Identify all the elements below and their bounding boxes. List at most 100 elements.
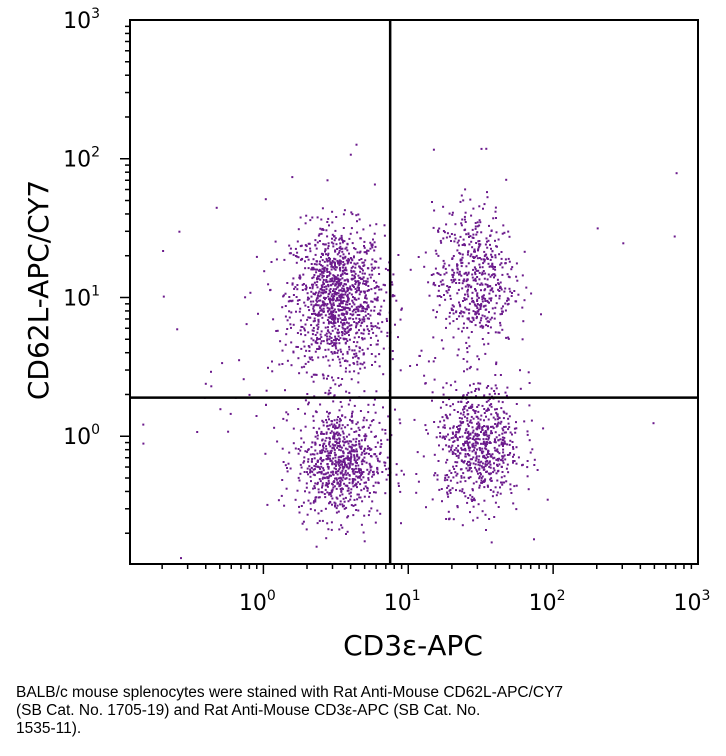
- data-point: [500, 251, 503, 253]
- data-point: [438, 295, 441, 297]
- data-point: [431, 201, 433, 203]
- data-point: [335, 487, 338, 490]
- data-point: [451, 268, 454, 271]
- data-point: [331, 503, 333, 506]
- data-point: [365, 481, 367, 484]
- data-point: [485, 237, 488, 240]
- data-point: [464, 429, 467, 432]
- data-point: [382, 406, 384, 409]
- data-point: [458, 429, 461, 431]
- data-point: [474, 324, 477, 327]
- data-point: [330, 495, 333, 498]
- data-point: [288, 296, 291, 298]
- data-point: [468, 406, 471, 409]
- data-point: [492, 457, 495, 460]
- data-point: [355, 298, 358, 301]
- data-point: [373, 267, 375, 270]
- data-point: [329, 315, 332, 318]
- data-point: [445, 382, 448, 385]
- data-point: [356, 462, 358, 464]
- data-point: [474, 273, 477, 276]
- data-point: [355, 324, 358, 327]
- data-point: [449, 405, 452, 408]
- data-point: [255, 255, 258, 258]
- data-point: [478, 321, 481, 324]
- data-point: [496, 418, 499, 421]
- data-point: [403, 473, 405, 476]
- data-point: [478, 272, 481, 274]
- data-point: [476, 422, 478, 425]
- data-point: [377, 472, 379, 475]
- data-point: [482, 207, 484, 210]
- data-point: [466, 279, 469, 282]
- data-point: [325, 304, 328, 307]
- data-point: [336, 286, 339, 289]
- data-point: [314, 449, 317, 452]
- data-point: [357, 381, 360, 384]
- data-point: [464, 221, 467, 223]
- data-point: [372, 403, 375, 406]
- data-point: [382, 283, 385, 286]
- data-point: [501, 273, 504, 276]
- data-point: [364, 308, 367, 311]
- data-point: [338, 528, 341, 531]
- data-point: [483, 277, 486, 280]
- data-point: [326, 264, 329, 267]
- data-point: [311, 277, 314, 280]
- data-point: [350, 450, 353, 452]
- data-point: [328, 308, 331, 311]
- data-point: [476, 282, 479, 285]
- data-point: [487, 385, 490, 387]
- data-point: [290, 311, 293, 314]
- data-point: [245, 323, 248, 326]
- data-point: [281, 306, 284, 309]
- data-point: [487, 239, 490, 242]
- data-point: [344, 291, 347, 294]
- data-point: [332, 318, 335, 321]
- data-point: [282, 295, 285, 298]
- data-point: [310, 446, 313, 449]
- data-point: [483, 394, 486, 397]
- data-point: [329, 454, 332, 457]
- data-point: [333, 448, 336, 451]
- data-point: [341, 266, 344, 269]
- data-point: [315, 263, 318, 266]
- data-point: [487, 418, 490, 421]
- data-point: [359, 291, 362, 294]
- data-point: [329, 257, 331, 260]
- data-point: [474, 432, 477, 435]
- data-point: [349, 317, 352, 320]
- data-point: [470, 331, 473, 333]
- data-point: [313, 474, 316, 477]
- data-point: [342, 239, 344, 242]
- data-point: [360, 478, 363, 481]
- data-point: [465, 341, 468, 344]
- data-point: [456, 249, 459, 252]
- data-point: [269, 289, 272, 292]
- data-point: [286, 282, 289, 284]
- data-point: [322, 281, 325, 284]
- data-point: [376, 471, 379, 474]
- data-point: [494, 374, 497, 376]
- data-point: [342, 227, 345, 229]
- data-point: [341, 526, 344, 529]
- data-point: [341, 241, 344, 244]
- data-point: [351, 349, 354, 352]
- data-point: [453, 440, 456, 443]
- data-point: [451, 273, 454, 276]
- data-point: [505, 394, 508, 397]
- data-point: [316, 280, 319, 283]
- data-point: [342, 444, 345, 447]
- data-point: [329, 452, 332, 454]
- data-point: [319, 458, 322, 461]
- data-point: [339, 309, 342, 311]
- data-point: [331, 318, 334, 321]
- data-point: [342, 497, 345, 500]
- data-point: [327, 528, 330, 531]
- data-point: [480, 324, 483, 327]
- data-point: [321, 519, 324, 522]
- data-point: [446, 491, 449, 494]
- data-point: [494, 256, 497, 259]
- data-point: [343, 333, 346, 336]
- data-point: [363, 264, 366, 267]
